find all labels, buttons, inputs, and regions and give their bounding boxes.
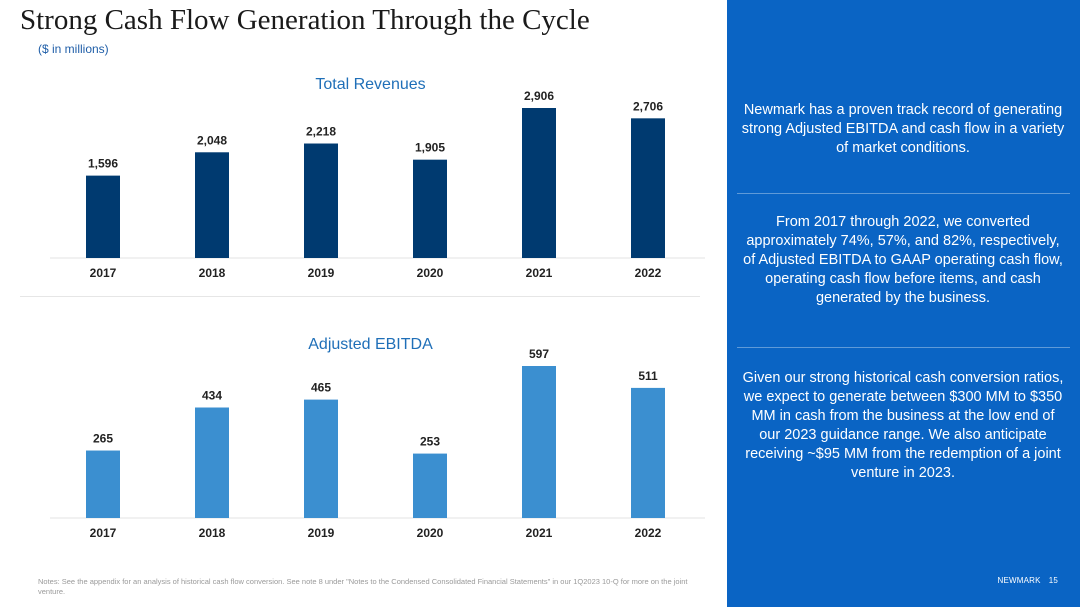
value-label-2017: 265 bbox=[93, 432, 113, 446]
bar-2021 bbox=[522, 108, 556, 258]
bar-2020 bbox=[413, 453, 447, 518]
bar-2019 bbox=[304, 399, 338, 518]
chart-divider bbox=[20, 296, 700, 297]
bar-2022 bbox=[631, 118, 665, 258]
bar-2019 bbox=[304, 143, 338, 258]
units-subtitle: ($ in millions) bbox=[38, 42, 109, 56]
chart-title: Total Revenues bbox=[315, 76, 425, 93]
chart-title: Adjusted EBITDA bbox=[308, 336, 433, 353]
bar-2020 bbox=[413, 159, 447, 258]
category-label-2019: 2019 bbox=[308, 266, 335, 280]
category-label-2021: 2021 bbox=[526, 526, 553, 540]
sidebar-paragraph-2: From 2017 through 2022, we converted app… bbox=[743, 214, 1063, 306]
bar-2018 bbox=[195, 407, 229, 518]
bar-2017 bbox=[86, 175, 120, 258]
bar-2018 bbox=[195, 152, 229, 258]
category-label-2017: 2017 bbox=[90, 266, 117, 280]
value-label-2021: 2,906 bbox=[524, 89, 554, 103]
bar-2017 bbox=[86, 450, 120, 518]
adjusted-ebitda-svg: Adjusted EBITDA 265 2017 434 2018 465 2019 253 2… bbox=[50, 336, 705, 540]
sidebar-paragraph-1: Newmark has a proven track record of gen… bbox=[741, 102, 1065, 156]
category-label-2022: 2022 bbox=[635, 266, 662, 280]
sidebar: Newmark has a proven track record of gen… bbox=[727, 0, 1080, 607]
category-label-2017: 2017 bbox=[90, 526, 117, 540]
value-label-2022: 2,706 bbox=[633, 99, 663, 113]
category-label-2020: 2020 bbox=[417, 266, 444, 280]
total-revenues-svg: Total Revenues 1,596 2017 2,048 2018 2,218 201… bbox=[50, 76, 705, 280]
category-label-2022: 2022 bbox=[635, 526, 662, 540]
value-label-2017: 1,596 bbox=[88, 157, 118, 171]
total-revenues-chart: Total Revenues 1,596 2017 2,048 2018 2,218 201… bbox=[40, 70, 705, 285]
category-label-2019: 2019 bbox=[308, 526, 335, 540]
footer: NEWMARK 15 bbox=[990, 576, 1059, 585]
value-label-2018: 2,048 bbox=[197, 133, 227, 147]
footer-brand: NEWMARK bbox=[997, 576, 1041, 585]
category-label-2020: 2020 bbox=[417, 526, 444, 540]
bar-2021 bbox=[522, 366, 556, 518]
page-number: 15 bbox=[1048, 576, 1058, 585]
sidebar-paragraph-3: Given our strong historical cash convers… bbox=[742, 370, 1064, 481]
sidebar-divider-1 bbox=[737, 193, 1070, 194]
value-label-2019: 465 bbox=[311, 381, 331, 395]
category-label-2018: 2018 bbox=[199, 266, 226, 280]
value-label-2020: 1,905 bbox=[415, 141, 445, 155]
slide-title: Strong Cash Flow Generation Through the … bbox=[20, 4, 590, 36]
value-label-2018: 434 bbox=[202, 389, 222, 403]
value-label-2020: 253 bbox=[420, 435, 440, 449]
bar-2022 bbox=[631, 387, 665, 518]
sidebar-divider-2 bbox=[737, 347, 1070, 348]
footnotes: Notes: See the appendix for an analysis … bbox=[38, 577, 688, 596]
value-label-2019: 2,218 bbox=[306, 125, 336, 139]
adjusted-ebitda-chart: Adjusted EBITDA 265 2017 434 2018 465 2019 253 2… bbox=[40, 330, 705, 545]
value-label-2021: 597 bbox=[529, 347, 549, 361]
category-label-2018: 2018 bbox=[199, 526, 226, 540]
value-label-2022: 511 bbox=[638, 369, 658, 383]
category-label-2021: 2021 bbox=[526, 266, 553, 280]
